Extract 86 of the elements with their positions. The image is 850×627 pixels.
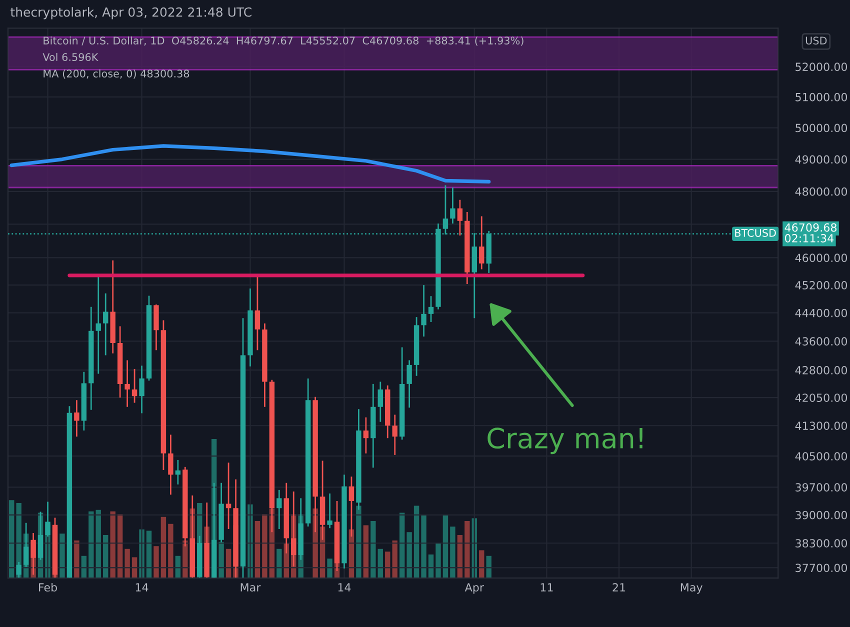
- chart-title: thecryptolark, Apr 03, 2022 21:48 UTC: [10, 7, 252, 20]
- bar: [182, 540, 188, 578]
- candlestick: [168, 434, 174, 496]
- bar: [160, 516, 166, 578]
- bar: [436, 543, 441, 578]
- annotation: Crazy man!: [488, 428, 642, 454]
- bar: [363, 525, 369, 578]
- candlestick: [421, 284, 426, 338]
- y-tick-label: 46000.00: [795, 254, 848, 262]
- bar: [168, 524, 174, 578]
- bar: [327, 558, 332, 578]
- x-tick-label: Mar: [240, 583, 261, 592]
- text: 02:11:34: [784, 234, 834, 242]
- candlestick: [74, 399, 80, 438]
- candlestick: [103, 292, 108, 356]
- bar: [464, 521, 470, 578]
- bar: [312, 508, 318, 578]
- y-tick-label: 39000.00: [796, 510, 848, 520]
- candlestick: [428, 295, 434, 323]
- annotation: Vol 6.596K: [42, 52, 98, 62]
- bar: [60, 534, 65, 578]
- y-tick-label: 43600.00: [795, 337, 848, 346]
- bar: [110, 511, 116, 578]
- candlestick: [457, 199, 463, 236]
- bar: [74, 540, 80, 578]
- y-tick-label: 52000.00: [796, 62, 848, 72]
- annotation: MA (200, close, 0) 48300.38: [44, 69, 190, 79]
- text: Bitcoin / U.S. Dollar, 1D O45826.24 H46797.67 L45552.07 C46709.68 +883.41 (+1.93%): [44, 36, 524, 46]
- bar: [392, 540, 398, 578]
- bar: [117, 514, 123, 578]
- bar: [124, 548, 130, 578]
- y-tick-label: 40500.00: [795, 452, 848, 460]
- bar: [218, 542, 224, 578]
- x-tick-label: May: [680, 583, 702, 594]
- candlestick: [406, 360, 412, 408]
- y-tick-label: 42800.00: [795, 366, 848, 374]
- candlestick: [450, 186, 456, 224]
- candlestick: [139, 364, 144, 414]
- y-tick-label: 49000.00: [795, 155, 848, 164]
- x-tick-label: 14: [338, 583, 351, 592]
- bar: [442, 515, 448, 578]
- bar: [450, 526, 456, 578]
- bar: [486, 556, 492, 578]
- y-tick-label: 41300.00: [795, 422, 848, 430]
- candlestick: [479, 216, 484, 270]
- candlestick: [124, 360, 130, 408]
- candlestick: [132, 368, 138, 404]
- x-tick-label: 21: [612, 583, 626, 592]
- y-tick-label: 37700.00: [796, 564, 848, 572]
- bar: [406, 532, 412, 578]
- candlestick: [327, 492, 332, 529]
- candlestick: [378, 381, 383, 423]
- y-tick-label: 39700.00: [796, 483, 848, 492]
- candlestick: [254, 276, 260, 351]
- bar: [414, 506, 420, 578]
- y-tick-label: 48000.00: [795, 187, 848, 196]
- candlestick: [16, 561, 22, 578]
- bar: [154, 546, 159, 578]
- bar: [254, 521, 260, 578]
- candlestick: [276, 489, 282, 530]
- candlestick: [392, 414, 398, 456]
- bar: [276, 548, 282, 578]
- bar: [96, 510, 101, 578]
- text: USD: [806, 36, 827, 45]
- bar: [399, 512, 405, 578]
- y-tick-label: 45200.00: [795, 281, 848, 290]
- x-tick-label: Feb: [39, 582, 57, 592]
- candlestick: [363, 416, 369, 454]
- y-tick-label: 38300.00: [796, 539, 848, 548]
- y-tick-label: 44400.00: [795, 308, 848, 318]
- y-tick-label: 42050.00: [795, 394, 848, 402]
- bar: [370, 521, 376, 578]
- x-tick-label: 14: [136, 583, 148, 592]
- text: 46709.68: [784, 223, 837, 232]
- bar: [421, 515, 426, 578]
- bar: [356, 506, 362, 578]
- line-series: [10, 144, 491, 184]
- x-tick-label: Apr: [464, 583, 484, 594]
- bar: [88, 511, 94, 578]
- y-tick-label: 50000.00: [796, 124, 848, 132]
- y-tick-label: 51000.00: [796, 92, 848, 102]
- ref-line-label: BTCUSD: [735, 228, 776, 237]
- candlestick: [175, 459, 181, 486]
- bar: [262, 514, 268, 578]
- x-tick-label: 11: [540, 583, 553, 592]
- bar: [9, 500, 14, 578]
